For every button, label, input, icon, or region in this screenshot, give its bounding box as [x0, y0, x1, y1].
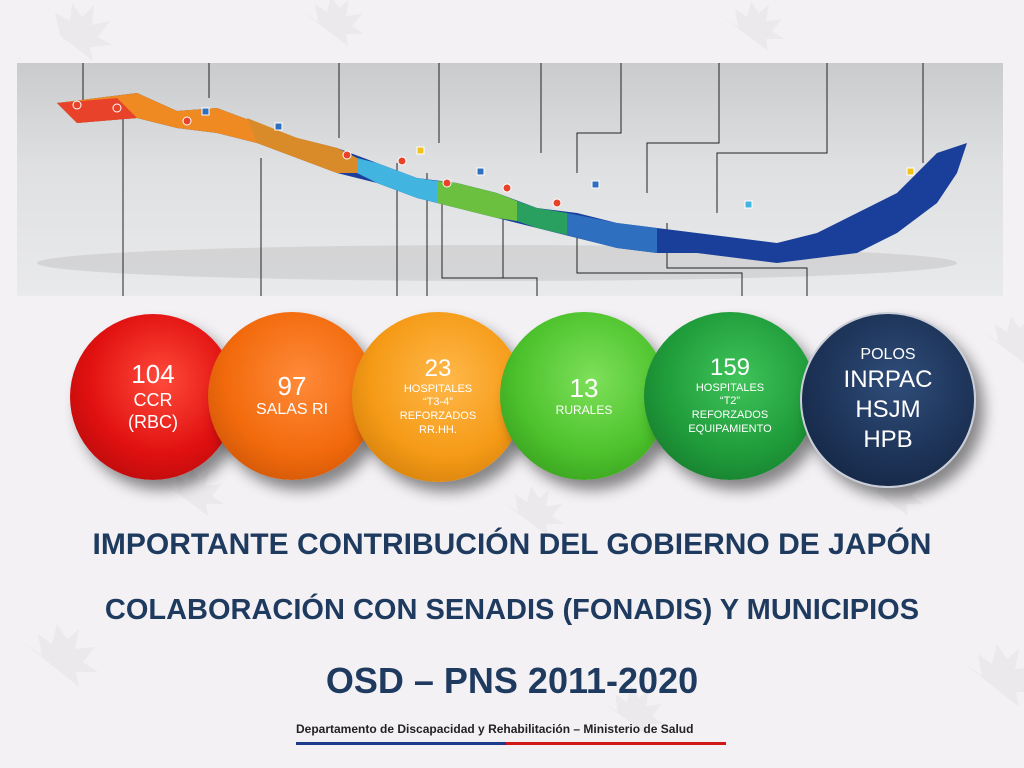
- footer-red-line: [506, 742, 726, 745]
- circle-label: “T3-4”: [423, 396, 453, 409]
- circle-label: REFORZADOS: [399, 410, 477, 423]
- circle-label: “T2”: [719, 395, 741, 408]
- circle-number: 23: [424, 355, 452, 383]
- circle-label: REFORZADOS: [691, 409, 769, 422]
- circle-title: POLOS: [860, 346, 916, 363]
- circle-label: HPB: [863, 426, 913, 453]
- circle-number: 97: [277, 370, 307, 401]
- circle-label: CCR: [133, 389, 173, 410]
- circle-polos: POLOS INRPAC HSJM HPB: [800, 312, 976, 488]
- circle-label: EQUIPAMIENTO: [688, 422, 772, 435]
- circle-rurales: 13 RURALES: [500, 312, 668, 480]
- circle-number: 159: [709, 354, 751, 382]
- circle-hospitales-t34: 23 HOSPITALES “T3-4” REFORZADOS RR.HH.: [352, 312, 524, 482]
- circle-salas-ri: 97 SALAS RI: [208, 312, 376, 480]
- circle-number: 13: [569, 373, 599, 404]
- footer-department-text: Departamento de Discapacidad y Rehabilit…: [296, 722, 694, 736]
- footer-blue-line: [296, 742, 506, 745]
- heading-line-2: COLABORACIÓN CON SENADIS (FONADIS) Y MUN…: [104, 594, 920, 626]
- circle-label: RR.HH.: [419, 423, 457, 436]
- heading-line-3: OSD – PNS 2011-2020: [325, 660, 699, 701]
- circle-label: SALAS RI: [255, 401, 329, 419]
- circle-label: HOSPITALES: [403, 382, 473, 395]
- heading-line-1: IMPORTANTE CONTRIBUCIÓN DEL GOBIERNO DE …: [92, 528, 932, 561]
- circle-label: INRPAC: [843, 366, 933, 393]
- circle-label: HOSPITALES: [695, 381, 765, 394]
- chile-map-illustration: [37, 63, 967, 296]
- statistics-circles: 104 CCR (RBC) 97 SALAS RI 23 HOSPITALES …: [70, 312, 976, 488]
- circle-label: RURALES: [555, 402, 613, 417]
- circle-number: 104: [131, 359, 175, 390]
- circle-label: HSJM: [855, 396, 921, 423]
- chile-map-panel: [17, 63, 1003, 296]
- circle-hospitales-t2: 159 HOSPITALES “T2” REFORZADOS EQUIPAMIE…: [644, 312, 816, 480]
- circle-label: (RBC): [128, 412, 178, 433]
